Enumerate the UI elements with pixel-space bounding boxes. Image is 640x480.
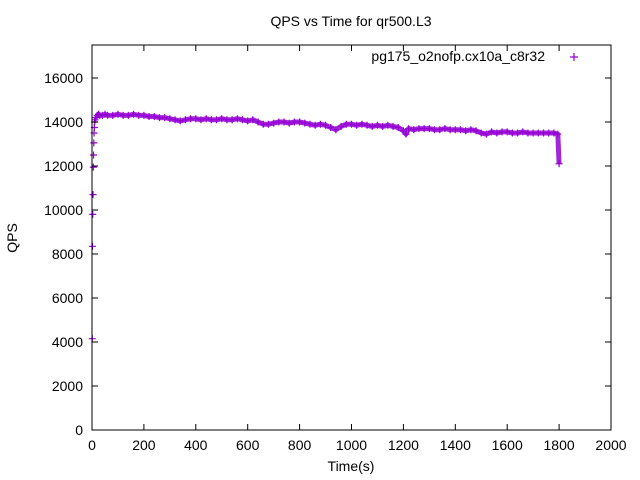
x-tick-label: 2000 xyxy=(595,437,626,453)
data-point xyxy=(89,191,97,199)
x-tick-label: 1400 xyxy=(440,437,471,453)
y-tick-label: 8000 xyxy=(52,246,83,262)
data-point xyxy=(89,242,97,250)
y-axis-label: QPS xyxy=(4,223,20,253)
data-point xyxy=(89,210,97,218)
y-tick-label: 12000 xyxy=(44,158,83,174)
x-axis-label: Time(s) xyxy=(328,458,375,474)
data-point xyxy=(89,163,97,171)
y-tick-label: 10000 xyxy=(44,202,83,218)
x-tick-label: 1600 xyxy=(492,437,523,453)
y-tick-label: 4000 xyxy=(52,334,83,350)
y-tick-label: 0 xyxy=(75,422,83,438)
x-tick-label: 600 xyxy=(236,437,260,453)
y-tick-label: 6000 xyxy=(52,290,83,306)
x-tick-label: 800 xyxy=(288,437,312,453)
x-tick-label: 0 xyxy=(88,437,96,453)
data-point xyxy=(90,139,98,147)
x-axis: 0 200 400 600 800 1000 1200 1400 1600 1800 2000 xyxy=(88,45,627,453)
y-tick-label: 14000 xyxy=(44,114,83,130)
y-tick-label: 2000 xyxy=(52,378,83,394)
chart-title: QPS vs Time for qr500.L3 xyxy=(270,13,431,29)
x-tick-label: 1800 xyxy=(544,437,575,453)
y-tick-label: 16000 xyxy=(44,70,83,86)
x-tick-label: 1200 xyxy=(388,437,419,453)
legend-marker xyxy=(570,53,578,61)
x-tick-label: 400 xyxy=(184,437,208,453)
x-tick-label: 200 xyxy=(132,437,156,453)
y-axis: 0 2000 4000 6000 8000 10000 12000 14000 16000 xyxy=(44,70,611,438)
data-point xyxy=(90,151,98,159)
legend-label: pg175_o2nofp.cx10a_c8r32 xyxy=(371,48,545,64)
x-tick-label: 1000 xyxy=(336,437,367,453)
plot-area xyxy=(88,110,563,343)
legend: pg175_o2nofp.cx10a_c8r32 xyxy=(371,48,578,64)
data-band xyxy=(95,111,562,164)
